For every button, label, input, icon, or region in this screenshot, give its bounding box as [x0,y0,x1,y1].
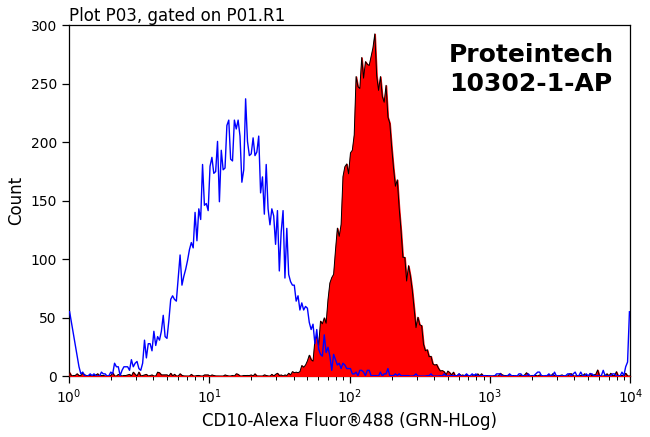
Text: Proteintech
10302-1-AP: Proteintech 10302-1-AP [448,43,614,97]
X-axis label: CD10-Alexa Fluor®488 (GRN-HLog): CD10-Alexa Fluor®488 (GRN-HLog) [202,412,497,430]
Text: Plot P03, gated on P01.R1: Plot P03, gated on P01.R1 [69,7,285,25]
Y-axis label: Count: Count [7,176,25,225]
